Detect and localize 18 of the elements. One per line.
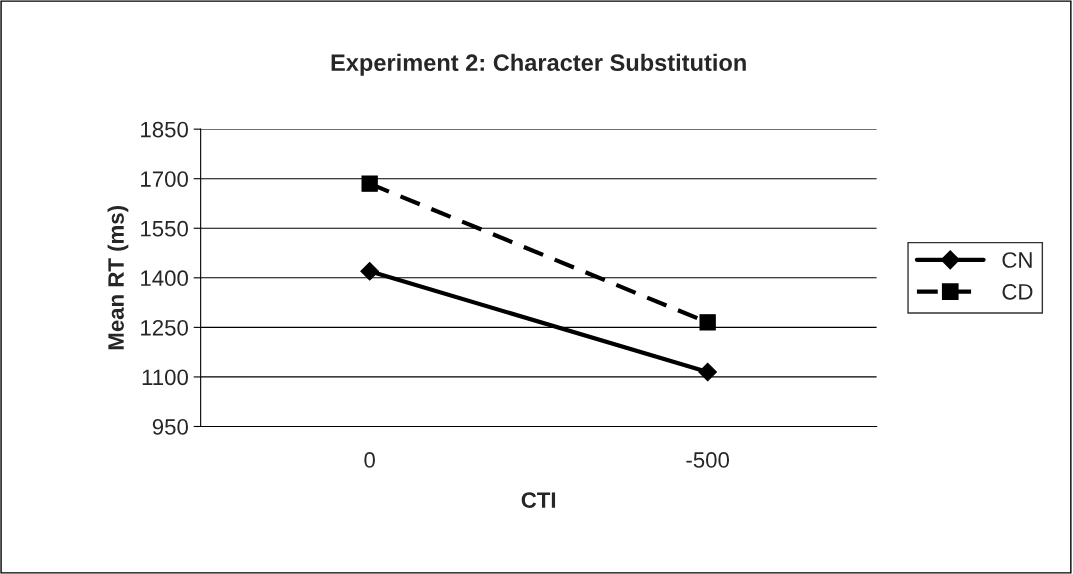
point xyxy=(698,362,717,382)
y-tick-label: 1700 xyxy=(141,171,188,187)
y-tick-label: 1550 xyxy=(141,220,188,237)
y-axis-title: Mean RT (ms) xyxy=(107,206,129,350)
x-axis-title: CTI xyxy=(521,492,556,508)
y-tick-label: 1400 xyxy=(141,270,188,287)
y-tick-label: 1850 xyxy=(141,121,188,138)
legend-label: CN xyxy=(1002,252,1032,268)
y-tick-label: 950 xyxy=(152,419,188,435)
chart-title: Experiment 2: Character Substitution xyxy=(331,53,746,76)
point xyxy=(360,261,380,281)
y-tick-label: 1250 xyxy=(141,319,188,336)
x-tick-label: 0 xyxy=(364,452,375,468)
legend-label: CD xyxy=(1002,283,1033,300)
point xyxy=(361,175,378,192)
x-tick-label: -500 xyxy=(686,452,730,468)
y-tick-label: 1100 xyxy=(142,369,188,386)
point xyxy=(699,314,716,331)
